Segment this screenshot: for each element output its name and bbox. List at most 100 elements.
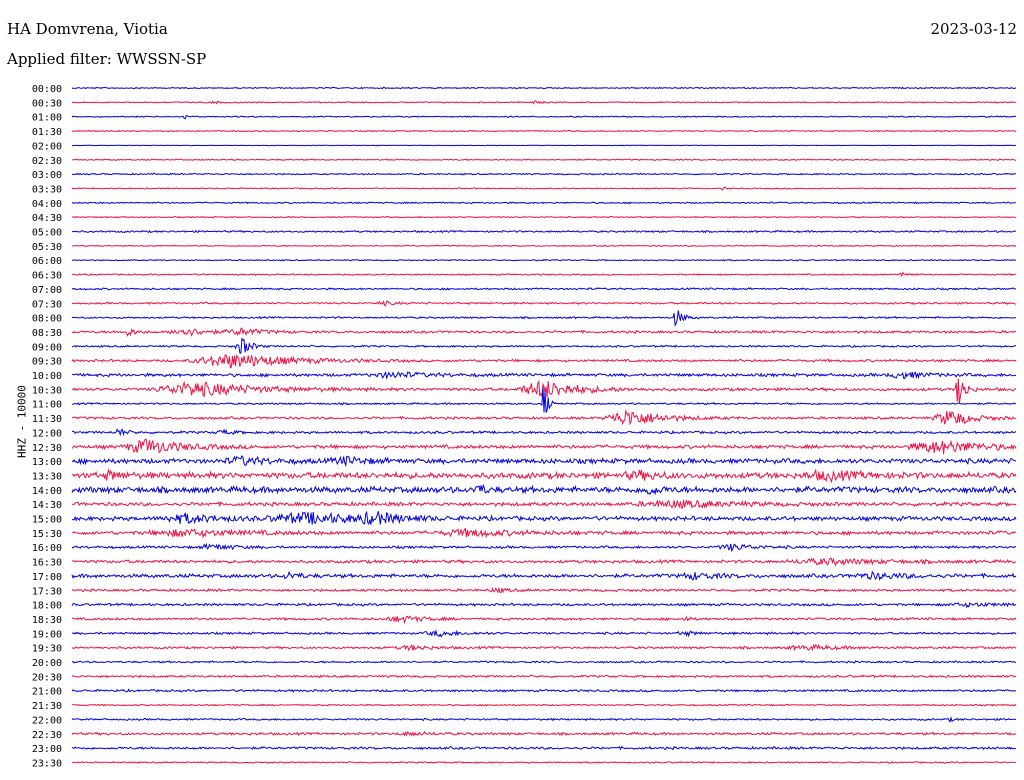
seismic-trace-0230	[71, 158, 1017, 161]
row-time-label: 01:00	[32, 113, 62, 124]
seismic-trace-0500	[71, 229, 1017, 234]
row-time-label: 11:00	[32, 400, 62, 411]
row-time-label: 13:30	[32, 471, 62, 482]
seismic-trace-1100	[71, 387, 1017, 413]
seismic-trace-0030	[71, 100, 1017, 105]
filter-label: Applied filter: WWSSN-SP	[7, 50, 207, 68]
seismic-trace-1500	[71, 510, 1017, 525]
seismic-trace-1230	[71, 438, 1017, 455]
seismic-trace-0630	[71, 271, 1016, 278]
seismic-trace-1030	[71, 378, 1017, 404]
row-time-label: 22:30	[32, 730, 62, 741]
seismic-trace-0900	[71, 337, 1017, 354]
seismic-trace-1900	[71, 629, 1017, 638]
row-time-label: 14:30	[32, 500, 62, 511]
row-time-label: 15:00	[32, 515, 62, 526]
station-title: HA Domvrena, Viotia	[7, 20, 168, 38]
seismic-trace-0130	[71, 129, 1017, 133]
row-time-label: 21:00	[32, 687, 62, 698]
seismic-trace-0800	[71, 310, 1017, 327]
row-time-label: 20:30	[32, 672, 62, 683]
row-time-label: 06:30	[32, 271, 62, 282]
seismic-trace-0700	[71, 287, 1017, 291]
row-time-label: 10:30	[32, 385, 62, 396]
row-time-label: 04:00	[32, 199, 62, 210]
seismic-trace-1330	[71, 468, 1017, 484]
row-time-label: 12:00	[32, 428, 62, 439]
row-time-label: 00:30	[32, 98, 62, 109]
seismic-trace-0930	[71, 354, 1017, 369]
seismic-trace-0300	[71, 172, 1017, 176]
row-time-label: 22:00	[32, 715, 62, 726]
seismic-trace-0830	[71, 327, 1017, 337]
row-time-label: 12:30	[32, 443, 62, 454]
seismic-trace-0530	[71, 244, 1017, 248]
row-time-label: 21:30	[32, 701, 62, 712]
row-time-label: 08:30	[32, 328, 62, 339]
seismic-trace-2300	[71, 745, 1017, 751]
seismic-trace-1130	[71, 409, 1017, 426]
row-time-label: 04:30	[32, 213, 62, 224]
seismic-trace-2000	[71, 660, 1017, 664]
row-time-label: 05:00	[32, 228, 62, 239]
row-time-label: 03:00	[32, 170, 62, 181]
seismic-trace-1700	[71, 570, 1017, 581]
seismic-trace-2130	[71, 703, 1017, 707]
seismic-trace-1600	[71, 542, 1017, 553]
seismic-trace-0330	[71, 186, 1016, 191]
seismic-trace-2030	[71, 674, 1017, 679]
row-time-label: 09:30	[32, 357, 62, 368]
row-time-label: 10:00	[32, 371, 62, 382]
seismic-trace-0000	[71, 86, 1017, 90]
row-time-label: 03:30	[32, 184, 62, 195]
row-time-label: 07:30	[32, 299, 62, 310]
row-time-label: 20:00	[32, 658, 62, 669]
seismic-trace-0730	[71, 300, 1017, 307]
row-time-label: 14:00	[32, 486, 62, 497]
row-time-label: 15:30	[32, 529, 62, 540]
seismic-trace-2200	[71, 715, 1017, 723]
seismic-trace-0100	[71, 115, 1017, 120]
row-time-label: 18:00	[32, 601, 62, 612]
row-time-label: 00:00	[32, 84, 62, 95]
row-time-label: 13:00	[32, 457, 62, 468]
seismic-trace-1200	[71, 428, 1016, 437]
seismic-trace-0430	[71, 215, 1017, 219]
seismic-trace-2230	[71, 730, 1017, 737]
seismic-trace-1930	[71, 643, 1017, 652]
row-time-label: 16:30	[32, 558, 62, 569]
row-time-label: 05:30	[32, 242, 62, 253]
seismic-trace-1800	[71, 601, 1017, 609]
row-time-label: 19:00	[32, 629, 62, 640]
row-time-label: 18:30	[32, 615, 62, 626]
seismic-trace-1430	[71, 499, 1017, 509]
row-time-label: 08:00	[32, 314, 62, 325]
seismic-trace-0400	[71, 201, 1017, 205]
row-time-label: 17:00	[32, 572, 62, 583]
seismic-trace-1530	[71, 527, 1017, 539]
seismic-trace-1300	[71, 454, 1017, 468]
seismic-trace-1000	[71, 370, 1017, 380]
row-time-label: 09:00	[32, 342, 62, 353]
seismic-trace-0600	[72, 258, 1017, 262]
seismic-trace-1830	[71, 615, 1017, 625]
row-time-label: 06:00	[32, 256, 62, 267]
date-label: 2023-03-12	[930, 20, 1017, 38]
row-time-label: 23:00	[32, 744, 62, 755]
seismic-trace-1730	[71, 586, 1016, 594]
row-time-label: 11:30	[32, 414, 62, 425]
row-time-label: 02:30	[32, 156, 62, 167]
row-time-label: 19:30	[32, 644, 62, 655]
row-time-label: 01:30	[32, 127, 62, 138]
row-time-label: 17:30	[32, 586, 62, 597]
row-time-label: 07:00	[32, 285, 62, 296]
seismic-trace-2330	[71, 760, 1017, 764]
seismic-trace-1630	[71, 557, 1017, 567]
row-time-label: 02:00	[32, 141, 62, 152]
row-time-label: 23:30	[32, 758, 62, 769]
seismic-trace-1400	[71, 483, 1017, 496]
seismic-trace-2100	[71, 688, 1017, 693]
seismic-trace-0200	[71, 144, 1017, 147]
row-time-label: 16:00	[32, 543, 62, 554]
